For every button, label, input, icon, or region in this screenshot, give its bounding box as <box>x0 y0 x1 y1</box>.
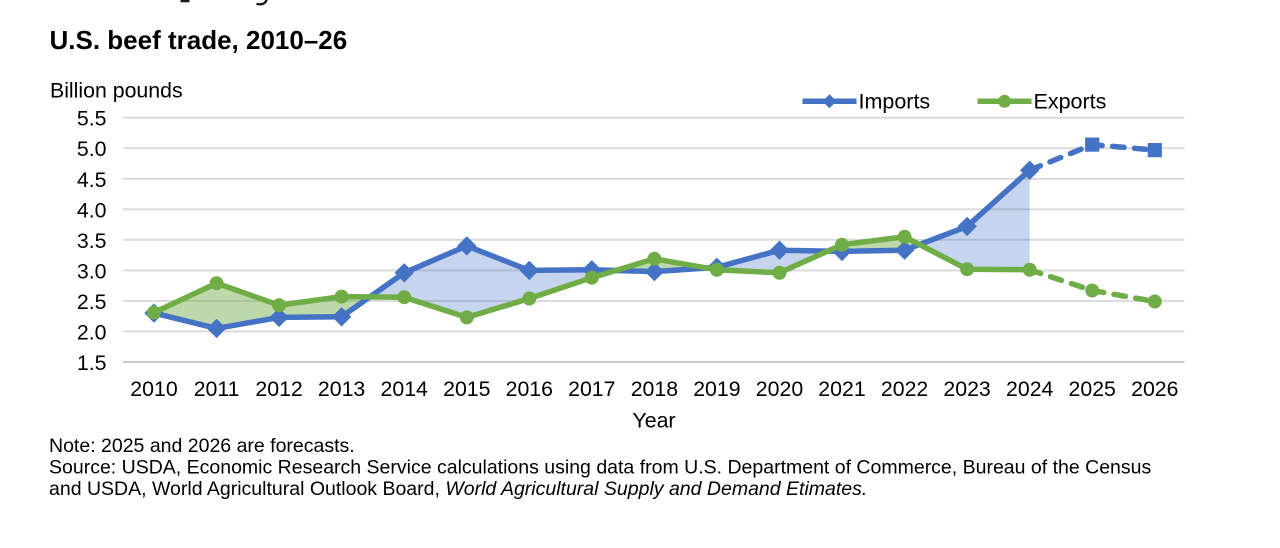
svg-text:2012: 2012 <box>255 377 302 401</box>
svg-text:2023: 2023 <box>943 377 990 401</box>
svg-text:1.5: 1.5 <box>77 351 107 375</box>
svg-text:3.5: 3.5 <box>77 229 107 253</box>
svg-text:Imports: Imports <box>859 90 931 114</box>
svg-text:2010: 2010 <box>130 377 178 401</box>
svg-text:5.5: 5.5 <box>77 107 107 131</box>
svg-text:2015: 2015 <box>443 377 490 401</box>
svg-text:2.0: 2.0 <box>77 320 107 344</box>
svg-text:Source: USDA, Economic Researc: Source: USDA, Economic Research Service … <box>49 457 1151 479</box>
svg-text:2021: 2021 <box>818 377 865 401</box>
svg-text:2013: 2013 <box>318 377 365 401</box>
svg-text:3.0: 3.0 <box>77 259 107 283</box>
svg-text:2025: 2025 <box>1069 377 1116 401</box>
svg-text:4.0: 4.0 <box>77 198 107 222</box>
svg-text:2016: 2016 <box>506 377 553 401</box>
svg-text:2019: 2019 <box>693 377 740 401</box>
svg-text:2020: 2020 <box>756 377 804 401</box>
svg-text:2024: 2024 <box>1006 377 1054 401</box>
svg-text:2.5: 2.5 <box>77 290 107 314</box>
svg-text:2011: 2011 <box>194 377 240 401</box>
svg-text:U.S. beef trade, 2010–26: U.S. beef trade, 2010–26 <box>50 25 348 55</box>
svg-text:2017: 2017 <box>568 377 615 401</box>
svg-text:and USDA, World Agricultural O: and USDA, World Agricultural Outlook Boa… <box>49 478 867 500</box>
svg-text:4.5: 4.5 <box>77 168 107 192</box>
svg-text:2022: 2022 <box>881 377 928 401</box>
svg-text:2018: 2018 <box>631 377 678 401</box>
svg-text:Year: Year <box>632 409 675 433</box>
svg-text:2026: 2026 <box>1131 377 1178 401</box>
svg-text:5.0: 5.0 <box>77 137 107 161</box>
svg-text:Exports: Exports <box>1034 90 1107 114</box>
svg-text:Billion pounds: Billion pounds <box>50 79 183 103</box>
svg-text:Note: 2025 and 2026 are foreca: Note: 2025 and 2026 are forecasts. <box>49 435 355 457</box>
svg-text:2014: 2014 <box>381 377 429 401</box>
